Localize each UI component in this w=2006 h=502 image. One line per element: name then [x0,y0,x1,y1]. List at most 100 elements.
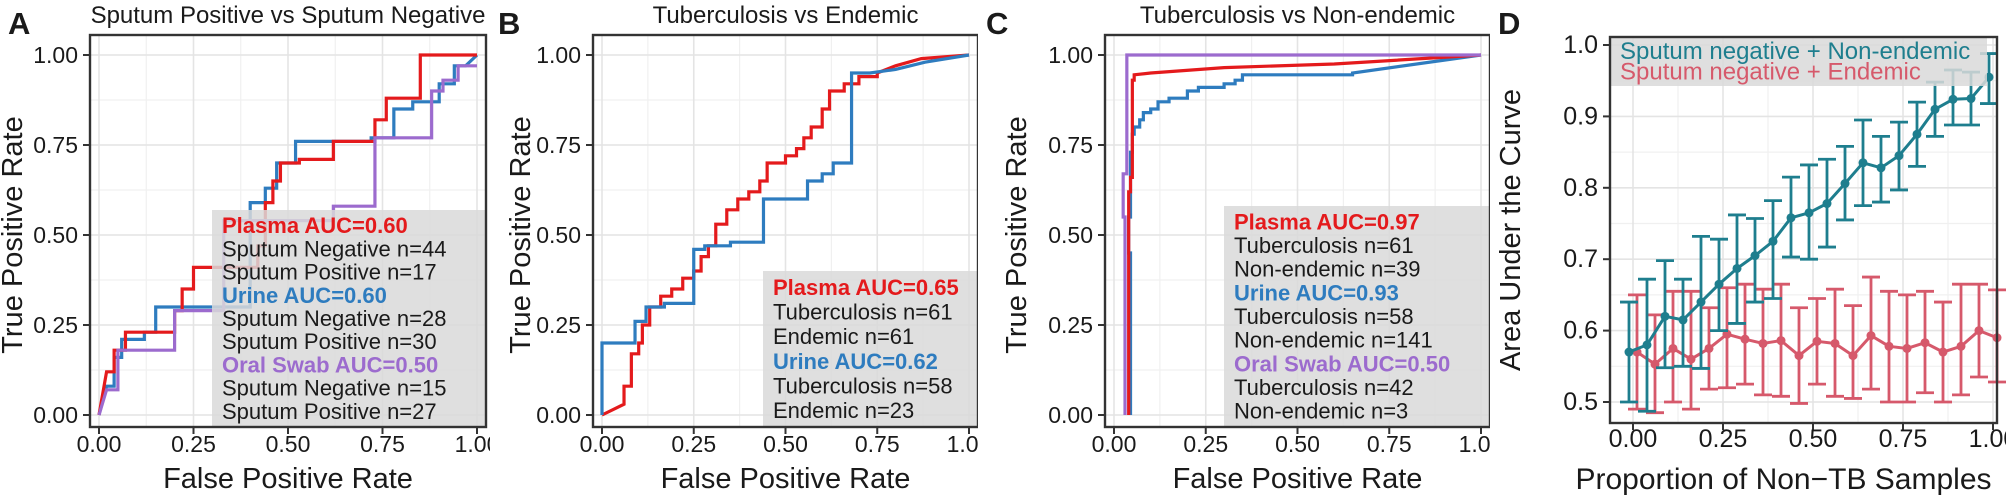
x-tick-label: 1.00 [947,431,978,457]
data-point [1876,163,1886,173]
y-tick-label: 0.00 [1048,402,1093,428]
legend-line: Non-endemic n=141 [1234,328,1433,353]
panel-letter: C [986,6,1008,41]
x-tick-label: 1.00 [1459,431,1490,457]
x-tick-label: 0.00 [1092,431,1137,457]
legend-line: Sputum Negative n=28 [222,306,446,331]
y-tick-label: 0.25 [1048,312,1093,338]
legend-line: Sputum negative + Endemic [1620,58,1921,85]
y-tick-label: 1.00 [536,42,581,68]
y-tick-label: 1.00 [1048,42,1093,68]
y-axis-title: True Positive Rate [505,116,537,353]
legend-box [763,271,978,427]
panel-letter: B [498,6,520,41]
data-point [1794,351,1804,361]
legend-line: Plasma AUC=0.97 [1234,209,1420,234]
y-tick-label: 0.8 [1563,174,1598,202]
legend-line: Urine AUC=0.62 [773,349,938,374]
data-point [1642,340,1652,350]
y-tick-label: 0.9 [1563,102,1598,130]
x-tick-label: 0.50 [763,431,808,457]
y-tick-label: 0.7 [1563,245,1598,273]
legend-line: Oral Swab AUC=0.50 [1234,351,1450,376]
legend-line: Plasma AUC=0.60 [222,213,408,238]
x-tick-label: 1.00 [455,431,490,457]
roc-curve-plasma [1127,53,1482,415]
data-point [1840,179,1850,189]
legend-line: Tuberculosis n=61 [773,300,953,325]
panel-d-auc-errorbar: Sputum negative + Non-endemic Sputum nega… [1490,0,2006,502]
panel-a-sputum-roc: Plasma AUC=0.60 Sputum Negative n=44 Sputu… [0,0,499,502]
data-point [1660,311,1670,321]
y-tick-label: 0.50 [536,222,581,248]
legend-line: Tuberculosis n=42 [1234,375,1414,400]
y-tick-label: 0.75 [1048,132,1093,158]
data-point [1956,341,1966,351]
data-point [1776,336,1786,346]
data-point [1624,347,1634,357]
data-point [1858,158,1868,168]
legend-line: Sputum Negative n=44 [222,236,446,261]
x-axis-title: Proportion of Non−TB Samples [1575,463,1991,496]
x-tick-label: 0.25 [671,431,716,457]
data-point [1948,94,1958,104]
x-tick-label: 0.50 [266,431,311,457]
legend-line: Sputum Positive n=27 [222,399,437,424]
legend-line: Urine AUC=0.93 [1234,280,1399,305]
data-point [1966,94,1976,104]
plot-background [1610,37,1997,423]
legend-line: Tuberculosis n=61 [1234,233,1414,258]
legend-box [1224,206,1490,427]
data-point [1696,297,1706,307]
data-point [1750,251,1760,261]
y-tick-label: 1.00 [33,42,78,68]
legend-line: Non-endemic n=39 [1234,257,1421,282]
data-point [1740,334,1750,344]
y-axis-title: True Positive Rate [0,116,29,353]
legend-line: Urine AUC=0.60 [222,283,387,308]
y-tick-label: 0.50 [1048,222,1093,248]
data-point [1758,338,1768,348]
y-tick-label: 1.0 [1563,31,1598,59]
legend-line: Sputum Positive n=30 [222,329,437,354]
y-tick-label: 0.50 [33,222,78,248]
x-tick-label: 0.75 [1367,431,1412,457]
panel-title: Tuberculosis vs Non-endemic [1140,2,1455,29]
data-point [1812,336,1822,346]
panel-border [1608,35,1999,425]
legend-line: Endemic n=61 [773,324,914,349]
data-point [1920,338,1930,348]
legend-line: Tuberculosis n=58 [1234,304,1414,329]
y-tick-label: 0.5 [1563,388,1598,416]
x-tick-label: 0.75 [360,431,405,457]
data-point [1866,331,1876,341]
legend-line: Tuberculosis n=58 [773,374,953,399]
x-tick-label: 0.00 [1609,425,1658,453]
roc-curve-oral-swab [97,64,477,416]
legend-line: Sputum Positive n=17 [222,260,437,285]
legend-box [212,210,486,427]
data-point [1822,199,1832,209]
legend-line: Plasma AUC=0.65 [773,275,959,300]
data-point [1732,263,1742,273]
x-axis-title: False Positive Rate [1173,463,1423,495]
data-point [1848,351,1858,361]
x-tick-label: 0.75 [1879,425,1928,453]
data-point [1686,354,1696,364]
x-tick-label: 0.75 [855,431,900,457]
data-point [1902,343,1912,353]
roc-curve-urine [97,53,479,416]
y-tick-label: 0.25 [536,312,581,338]
roc-curve-plasma [97,53,477,416]
y-axis-title: True Positive Rate [1001,116,1033,353]
y-tick-label: 0.00 [33,402,78,428]
data-point [1912,129,1922,139]
x-tick-label: 0.25 [1183,431,1228,457]
data-point [1884,341,1894,351]
panel-letter: D [1498,6,1520,41]
roc-curve-oral-swab [1121,53,1481,415]
